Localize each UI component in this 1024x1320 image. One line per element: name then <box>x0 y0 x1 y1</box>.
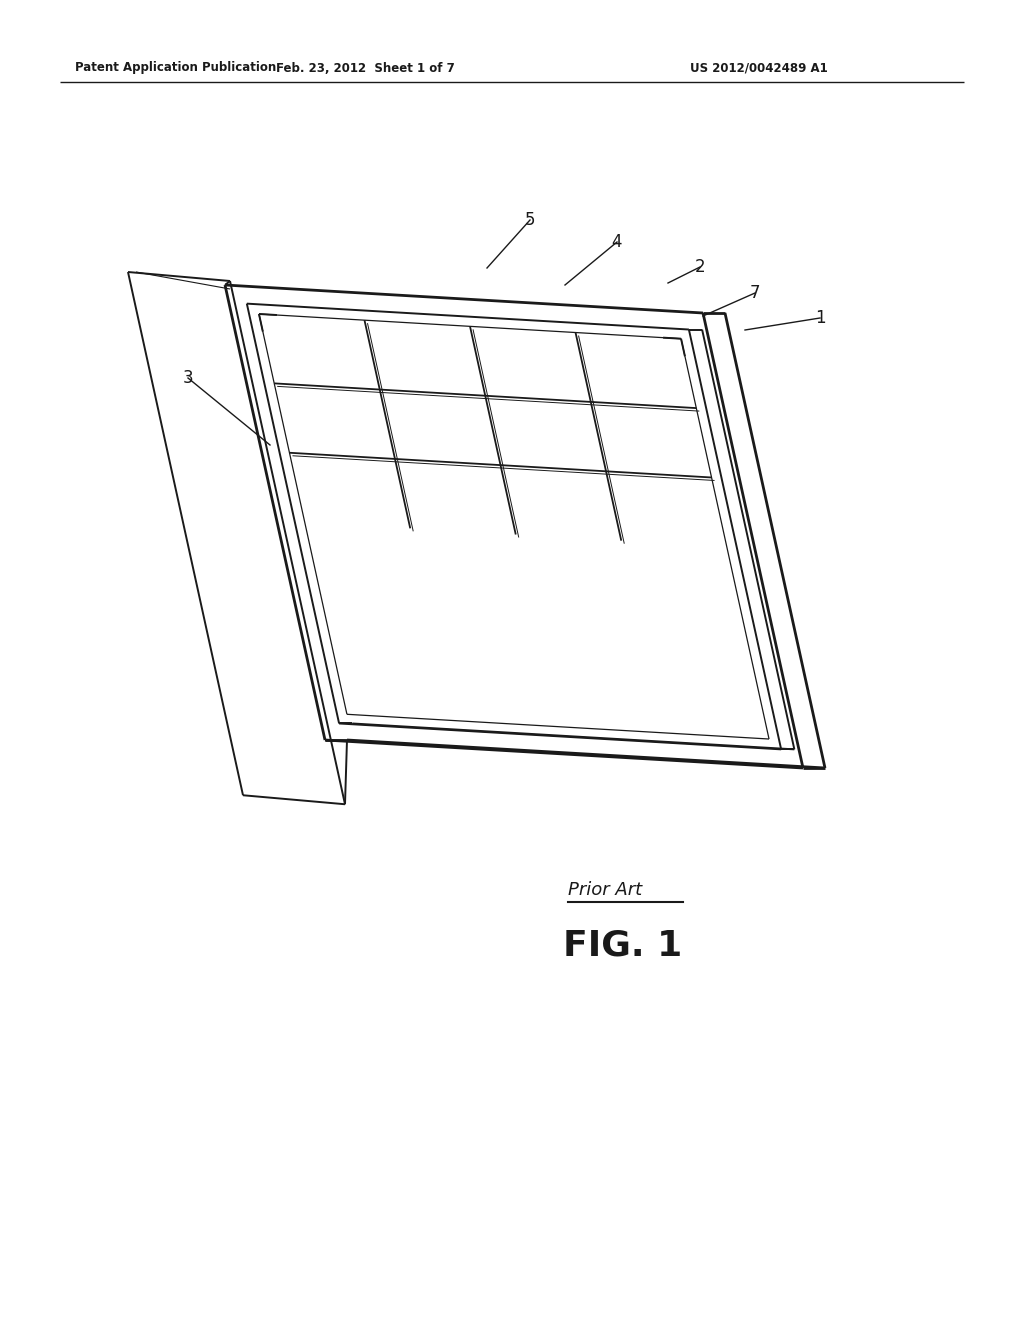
Text: 5: 5 <box>524 211 536 228</box>
Text: 7: 7 <box>750 284 760 302</box>
Text: 2: 2 <box>694 257 706 276</box>
Text: FIG. 1: FIG. 1 <box>563 928 682 962</box>
Text: 1: 1 <box>815 309 825 327</box>
Text: 4: 4 <box>611 234 623 251</box>
Text: Feb. 23, 2012  Sheet 1 of 7: Feb. 23, 2012 Sheet 1 of 7 <box>275 62 455 74</box>
Text: US 2012/0042489 A1: US 2012/0042489 A1 <box>690 62 827 74</box>
Text: Patent Application Publication: Patent Application Publication <box>75 62 276 74</box>
Text: Prior Art: Prior Art <box>568 880 642 899</box>
Text: 3: 3 <box>182 370 194 387</box>
